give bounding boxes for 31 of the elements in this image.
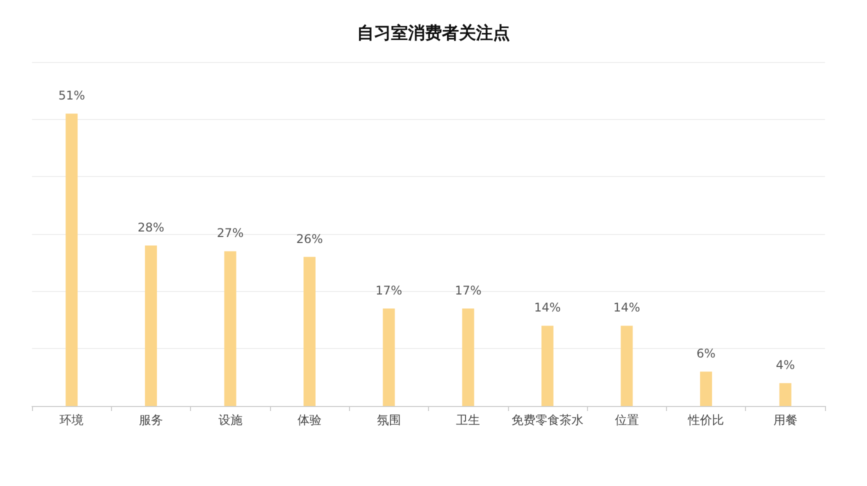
bar xyxy=(620,326,633,406)
bar xyxy=(304,256,316,406)
bar xyxy=(779,383,792,406)
data-label: 14% xyxy=(613,300,640,315)
x-tick-label: 免费零食茶水 xyxy=(511,413,584,427)
bar xyxy=(224,251,236,406)
bar xyxy=(66,114,78,406)
data-label: 17% xyxy=(454,284,482,298)
chart-title: 自习室消费者关注点 xyxy=(357,24,510,44)
data-label: 4% xyxy=(776,358,795,372)
x-tick-label: 卫生 xyxy=(456,413,480,427)
x-tick-label: 体验 xyxy=(298,413,322,427)
data-label: 14% xyxy=(534,300,561,315)
x-tick-label: 环境 xyxy=(60,413,84,427)
bar xyxy=(462,308,474,406)
bar xyxy=(144,245,157,406)
data-label: 27% xyxy=(216,226,244,240)
x-tick-label: 氛围 xyxy=(376,413,401,427)
x-tick-label: 用餐 xyxy=(773,413,798,427)
bar xyxy=(382,308,395,406)
data-label: 26% xyxy=(296,232,323,246)
x-tick-label: 服务 xyxy=(138,413,163,427)
data-label: 51% xyxy=(58,88,85,103)
data-label: 17% xyxy=(376,284,402,298)
x-tick-label: 设施 xyxy=(218,413,242,427)
data-label: 6% xyxy=(696,346,716,361)
bar xyxy=(700,372,712,406)
x-tick-label: 位置 xyxy=(614,413,639,427)
data-label: 28% xyxy=(138,220,164,234)
x-tick-label: 性价比 xyxy=(687,413,724,427)
bar xyxy=(541,326,554,406)
